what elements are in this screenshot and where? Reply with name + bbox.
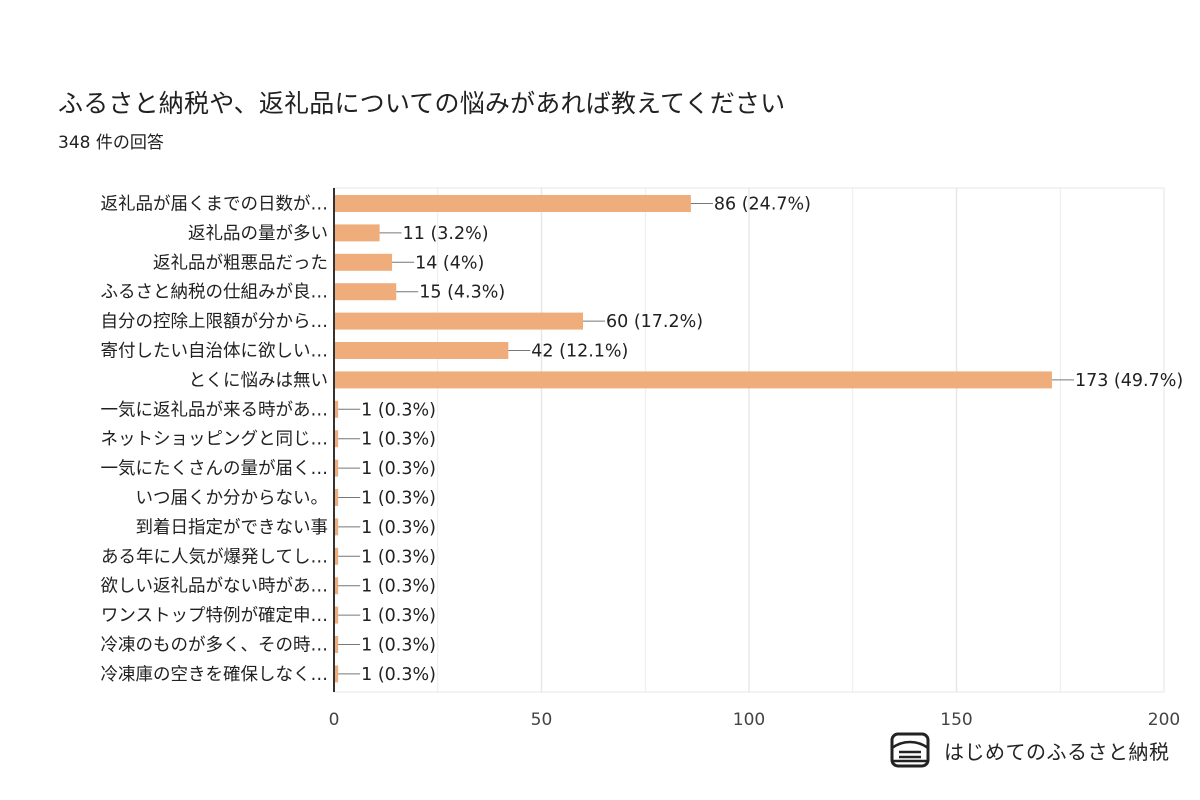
data-label: 86 (24.7%) <box>714 195 811 215</box>
category-label: 欲しい返礼品がない時があ… <box>101 577 329 597</box>
category-label: 返礼品が届くまでの日数が… <box>101 195 329 215</box>
category-label: ワンストップ特例が確定申… <box>101 606 328 626</box>
category-label: 一気に返礼品が来る時があ… <box>101 400 329 420</box>
category-label: 冷凍のものが多く、その時… <box>101 636 329 656</box>
bar <box>334 665 339 683</box>
bar <box>334 283 397 301</box>
response-count: 348 件の回答 <box>58 133 164 153</box>
data-label: 15 (4.3%) <box>419 283 505 303</box>
bar <box>334 371 1052 389</box>
data-label: 14 (4%) <box>415 253 484 273</box>
category-label: とくに悩みは無い <box>189 371 328 391</box>
data-label: 1 (0.3%) <box>361 577 436 597</box>
bar <box>334 430 339 448</box>
data-label: 1 (0.3%) <box>361 547 436 567</box>
data-label: 1 (0.3%) <box>361 430 436 450</box>
bar <box>334 312 583 330</box>
category-label: 到着日指定ができない事 <box>136 518 329 538</box>
chart-title: ふるさと納税や、返礼品についての悩みがあれば教えてください <box>58 89 786 118</box>
category-label: ネットショッピングと同じ… <box>101 430 329 450</box>
data-label: 1 (0.3%) <box>361 459 436 479</box>
bar <box>334 253 393 271</box>
category-label: ふるさと納税の仕組みが良… <box>101 283 329 303</box>
bar <box>334 195 691 212</box>
data-label: 173 (49.7%) <box>1075 371 1183 391</box>
x-tick-label: 150 <box>940 710 972 730</box>
bar <box>334 518 339 536</box>
bar <box>334 459 339 477</box>
bar <box>334 577 339 595</box>
category-label: 返礼品が粗悪品だった <box>153 253 328 273</box>
data-label: 60 (17.2%) <box>606 312 703 332</box>
bar <box>334 400 339 418</box>
box-logo-icon <box>890 732 930 768</box>
x-tick-label: 200 <box>1148 710 1180 730</box>
category-label: 冷凍庫の空きを確保しなく… <box>101 665 329 685</box>
data-label: 42 (12.1%) <box>531 342 628 362</box>
category-label: 返礼品の量が多い <box>188 224 328 244</box>
bar <box>334 224 380 242</box>
bar <box>334 606 339 624</box>
category-label: ある年に人気が爆発してし… <box>101 547 328 567</box>
x-tick-label: 50 <box>531 710 553 730</box>
brand-watermark: はじめてのふるさと納税 <box>888 724 1170 776</box>
bar <box>334 636 339 653</box>
data-label: 1 (0.3%) <box>361 665 436 685</box>
category-label: いつ届くか分からない。 <box>136 489 329 509</box>
category-label: 自分の控除上限額が分から… <box>101 312 329 332</box>
bar <box>334 342 509 359</box>
data-label: 1 (0.3%) <box>361 489 436 509</box>
bar <box>334 489 339 506</box>
data-label: 11 (3.2%) <box>403 224 489 244</box>
data-label: 1 (0.3%) <box>361 518 436 538</box>
bar <box>334 547 339 565</box>
data-label: 1 (0.3%) <box>361 400 436 420</box>
data-label: 1 (0.3%) <box>361 636 436 656</box>
x-tick-label: 0 <box>329 710 340 730</box>
category-label: 一気にたくさんの量が届く… <box>101 459 329 479</box>
category-label: 寄付したい自治体に欲しい… <box>101 342 329 362</box>
data-label: 1 (0.3%) <box>361 606 436 626</box>
brand-name: はじめてのふるさと納税 <box>944 739 1170 764</box>
x-tick-label: 100 <box>733 710 765 730</box>
